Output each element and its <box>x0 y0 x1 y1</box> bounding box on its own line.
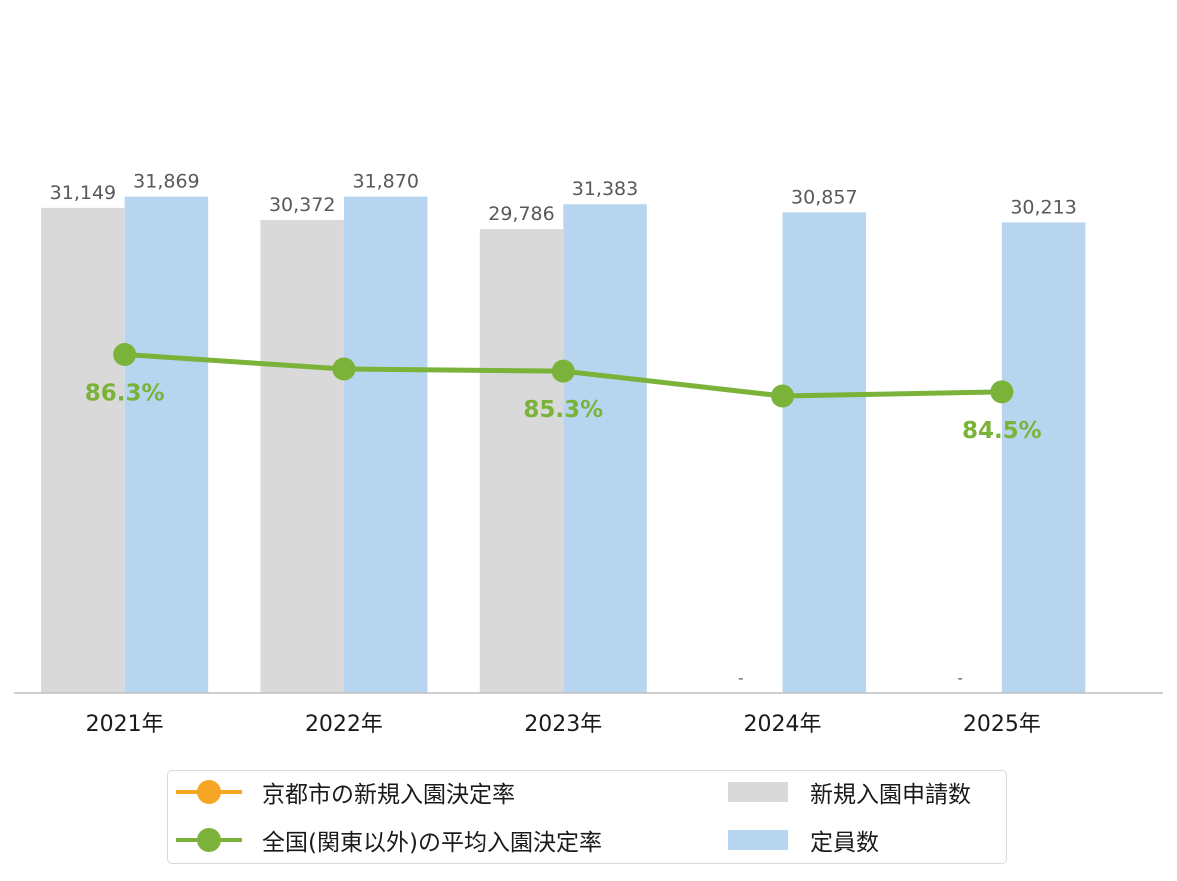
bar <box>343 196 428 693</box>
line-point <box>332 357 356 381</box>
legend: 京都市の新規入園決定率 全国(関東以外)の平均入園決定率 新規入園申請数 定員数 <box>167 770 1007 864</box>
bar-value-label: - <box>957 669 962 687</box>
legend-label: 全国(関東以外)の平均入園決定率 <box>262 830 602 856</box>
legend-item-national-rate: 全国(関東以外)の平均入園決定率 <box>176 825 602 856</box>
bar-value-label: 31,149 <box>50 182 116 204</box>
legend-item-kyoto-rate: 京都市の新規入園決定率 <box>176 777 515 808</box>
line-point <box>113 343 137 367</box>
x-tick-label: 2023年 <box>524 712 602 737</box>
legend-item-capacity: 定員数 <box>728 825 879 856</box>
bar <box>260 219 344 693</box>
bar <box>563 204 647 693</box>
line-value-label: 84.5% <box>962 418 1042 444</box>
line-point <box>551 359 575 383</box>
bar-value-label: 31,383 <box>572 178 638 200</box>
bar <box>782 212 867 693</box>
legend-bar-swatch-blue <box>728 830 788 850</box>
labels-layer: 31,149 31,869 2021年 30,372 31,870 2022年 29,786… <box>50 171 1077 737</box>
line-point <box>990 380 1014 404</box>
bar <box>479 229 564 693</box>
bar-value-label: - <box>738 669 743 687</box>
bar-value-label: 30,372 <box>269 194 335 216</box>
legend-bar-swatch-gray <box>728 782 788 802</box>
bar-value-label: 31,869 <box>133 171 199 193</box>
legend-label: 京都市の新規入園決定率 <box>262 782 515 808</box>
line-value-label: 86.3% <box>85 381 165 407</box>
x-tick-label: 2021年 <box>86 712 164 737</box>
legend-line-swatch-green <box>176 825 242 855</box>
line-layer <box>113 343 1014 408</box>
legend-label: 定員数 <box>810 830 879 856</box>
bar <box>41 207 125 694</box>
bar-value-label: 31,870 <box>352 171 418 193</box>
legend-label: 新規入園申請数 <box>810 782 971 808</box>
legend-item-applications: 新規入園申請数 <box>728 777 971 808</box>
chart: 31,149 31,869 2021年 30,372 31,870 2022年 29,786… <box>14 171 1163 737</box>
x-tick-label: 2024年 <box>744 712 822 737</box>
bar-value-label: 30,213 <box>1010 196 1076 218</box>
x-tick-label: 2022年 <box>305 712 383 737</box>
bar-value-label: 30,857 <box>791 186 857 208</box>
bars-layer <box>41 196 1086 694</box>
bar-value-label: 29,786 <box>488 203 554 225</box>
x-tick-label: 2025年 <box>963 712 1041 737</box>
line-value-label: 85.3% <box>523 397 603 423</box>
legend-line-swatch-orange <box>176 777 242 807</box>
bar <box>124 196 209 693</box>
line-point <box>771 384 795 408</box>
bar <box>1001 222 1086 693</box>
